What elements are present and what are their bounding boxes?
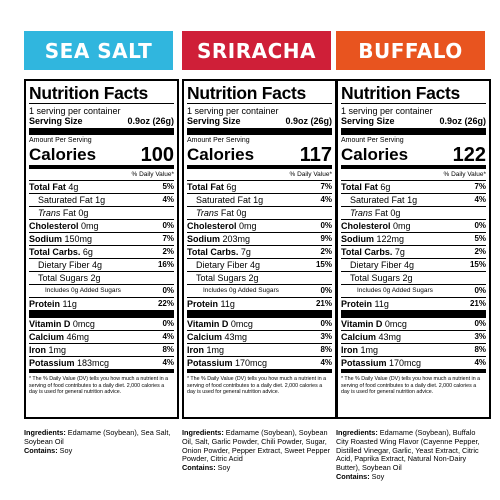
- serving-size-row: Serving Size 0.9oz (26g): [29, 116, 174, 127]
- nutrition-facts-title: Nutrition Facts: [187, 83, 306, 103]
- nutrient-row-cholesterol: Cholesterol 0mg 0%: [187, 221, 332, 233]
- nutrient-row-potassium: Potassium 183mcg 4%: [29, 358, 174, 368]
- amount-per-serving: Amount Per Serving: [187, 137, 250, 144]
- nutrient-row-added-sugars: Includes 0g Added Sugars 0%: [29, 285, 174, 298]
- nutrition-facts-title: Nutrition Facts: [29, 83, 148, 103]
- daily-value-footnote: * The % Daily Value (DV) tells you how m…: [341, 376, 481, 396]
- nutrient-row-total-fat: Total Fat 6g 7%: [341, 182, 486, 194]
- servings-per-container: 1 serving per container: [341, 106, 433, 116]
- nutrition-facts-panel: Nutrition Facts 1 serving per container …: [182, 79, 337, 419]
- nutrient-row-protein: Protein 11g 21%: [187, 299, 332, 311]
- nutrient-row-saturated-fat: Saturated Fat 1g 4%: [341, 194, 486, 207]
- nutrition-facts-panel: Nutrition Facts 1 serving per container …: [336, 79, 491, 419]
- nutrition-facts-panel: Nutrition Facts 1 serving per container …: [24, 79, 179, 419]
- serving-size-value: 0.9oz (26g): [439, 116, 486, 126]
- servings-per-container: 1 serving per container: [29, 106, 121, 116]
- calories-row: Calories 117: [187, 145, 332, 165]
- nutrient-row-protein: Protein 11g 21%: [341, 299, 486, 311]
- serving-size-value: 0.9oz (26g): [127, 116, 174, 126]
- nutrient-row-total-fat: Total Fat 4g 5%: [29, 182, 174, 194]
- servings-per-container: 1 serving per container: [187, 106, 279, 116]
- nutrient-row-vitamin-d: Vitamin D 0mcg 0%: [341, 319, 486, 331]
- nutrient-row-sodium: Sodium 203mg 9%: [187, 234, 332, 246]
- nutrient-row-total-carbs: Total Carbs. 7g 2%: [341, 247, 486, 259]
- nutrient-row-total-carbs: Total Carbs. 6g 2%: [29, 247, 174, 259]
- nutrient-row-saturated-fat: Saturated Fat 1g 4%: [187, 194, 332, 207]
- nutrient-row-sodium: Sodium 150mg 7%: [29, 234, 174, 246]
- calories-value: 100: [140, 144, 174, 166]
- nutrient-row-total-carbs: Total Carbs. 7g 2%: [187, 247, 332, 259]
- nutrient-row-vitamin-d: Vitamin D 0mcg 0%: [29, 319, 174, 331]
- ingredients-text: Ingredients: Edamame (Soybean), Soybean …: [182, 428, 331, 473]
- nutrient-row-calcium: Calcium 43mg 3%: [187, 332, 332, 344]
- calories-row: Calories 100: [29, 145, 174, 165]
- nutrient-row-total-sugars: Total Sugars 2g: [341, 272, 486, 285]
- nutrient-row-dietary-fiber: Dietary Fiber 4g 15%: [187, 259, 332, 272]
- flavor-banner: SEA SALT: [24, 31, 173, 70]
- nutrient-row-iron: Iron 1mg 8%: [187, 345, 332, 357]
- nutrient-row-dietary-fiber: Dietary Fiber 4g 16%: [29, 259, 174, 272]
- nutrient-row-calcium: Calcium 43mg 3%: [341, 332, 486, 344]
- nutrient-row-potassium: Potassium 170mcg 4%: [187, 358, 332, 368]
- label-column-sriracha: SRIRACHA Nutrition Facts 1 serving per c…: [182, 0, 337, 500]
- nutrient-row-vitamin-d: Vitamin D 0mcg 0%: [187, 319, 332, 331]
- nutrient-row-potassium: Potassium 170mcg 4%: [341, 358, 486, 368]
- nutrient-row-sodium: Sodium 122mg 5%: [341, 234, 486, 246]
- nutrient-row-added-sugars: Includes 0g Added Sugars 0%: [341, 285, 486, 298]
- nutrient-row-total-sugars: Total Sugars 2g: [29, 272, 174, 285]
- daily-value-header: % Daily Value*: [29, 169, 174, 181]
- nutrient-row-cholesterol: Cholesterol 0mg 0%: [341, 221, 486, 233]
- daily-value-header: % Daily Value*: [341, 169, 486, 181]
- nutrient-row-total-fat: Total Fat 6g 7%: [187, 182, 332, 194]
- flavor-banner: BUFFALO: [336, 31, 485, 70]
- calories-label: Calories: [187, 145, 255, 164]
- nutrient-row-saturated-fat: Saturated Fat 1g 4%: [29, 194, 174, 207]
- serving-size-row: Serving Size 0.9oz (26g): [341, 116, 486, 127]
- nutrient-row-iron: Iron 1mg 8%: [341, 345, 486, 357]
- serving-size-label: Serving Size: [29, 116, 83, 126]
- ingredients-text: Ingredients: Edamame (Soybean), Buffalo …: [336, 428, 480, 481]
- nutrient-row-calcium: Calcium 46mg 4%: [29, 332, 174, 344]
- nutrient-row-dietary-fiber: Dietary Fiber 4g 15%: [341, 259, 486, 272]
- nutrient-row-protein: Protein 11g 22%: [29, 299, 174, 311]
- label-column-sea-salt: SEA SALT Nutrition Facts 1 serving per c…: [24, 0, 179, 500]
- nutrition-facts-title: Nutrition Facts: [341, 83, 460, 103]
- nutrient-row-trans-fat: Trans Fat 0g: [29, 207, 174, 220]
- daily-value-footnote: * The % Daily Value (DV) tells you how m…: [29, 376, 169, 396]
- nutrient-row-trans-fat: Trans Fat 0g: [341, 207, 486, 220]
- serving-size-row: Serving Size 0.9oz (26g): [187, 116, 332, 127]
- serving-size-label: Serving Size: [187, 116, 241, 126]
- serving-size-value: 0.9oz (26g): [285, 116, 332, 126]
- calories-row: Calories 122: [341, 145, 486, 165]
- flavor-banner: SRIRACHA: [182, 31, 331, 70]
- calories-label: Calories: [341, 145, 409, 164]
- nutrient-row-cholesterol: Cholesterol 0mg 0%: [29, 221, 174, 233]
- label-column-buffalo: BUFFALO Nutrition Facts 1 serving per co…: [336, 0, 491, 500]
- serving-size-label: Serving Size: [341, 116, 395, 126]
- amount-per-serving: Amount Per Serving: [341, 137, 404, 144]
- nutrient-row-trans-fat: Trans Fat 0g: [187, 207, 332, 220]
- nutrient-row-added-sugars: Includes 0g Added Sugars 0%: [187, 285, 332, 298]
- ingredients-text: Ingredients: Edamame (Soybean), Sea Salt…: [24, 428, 171, 455]
- calories-value: 117: [299, 144, 332, 166]
- amount-per-serving: Amount Per Serving: [29, 137, 92, 144]
- nutrient-row-total-sugars: Total Sugars 2g: [187, 272, 332, 285]
- nutrient-row-iron: Iron 1mg 8%: [29, 345, 174, 357]
- daily-value-footnote: * The % Daily Value (DV) tells you how m…: [187, 376, 327, 396]
- calories-value: 122: [452, 144, 486, 166]
- daily-value-header: % Daily Value*: [187, 169, 332, 181]
- calories-label: Calories: [29, 145, 97, 164]
